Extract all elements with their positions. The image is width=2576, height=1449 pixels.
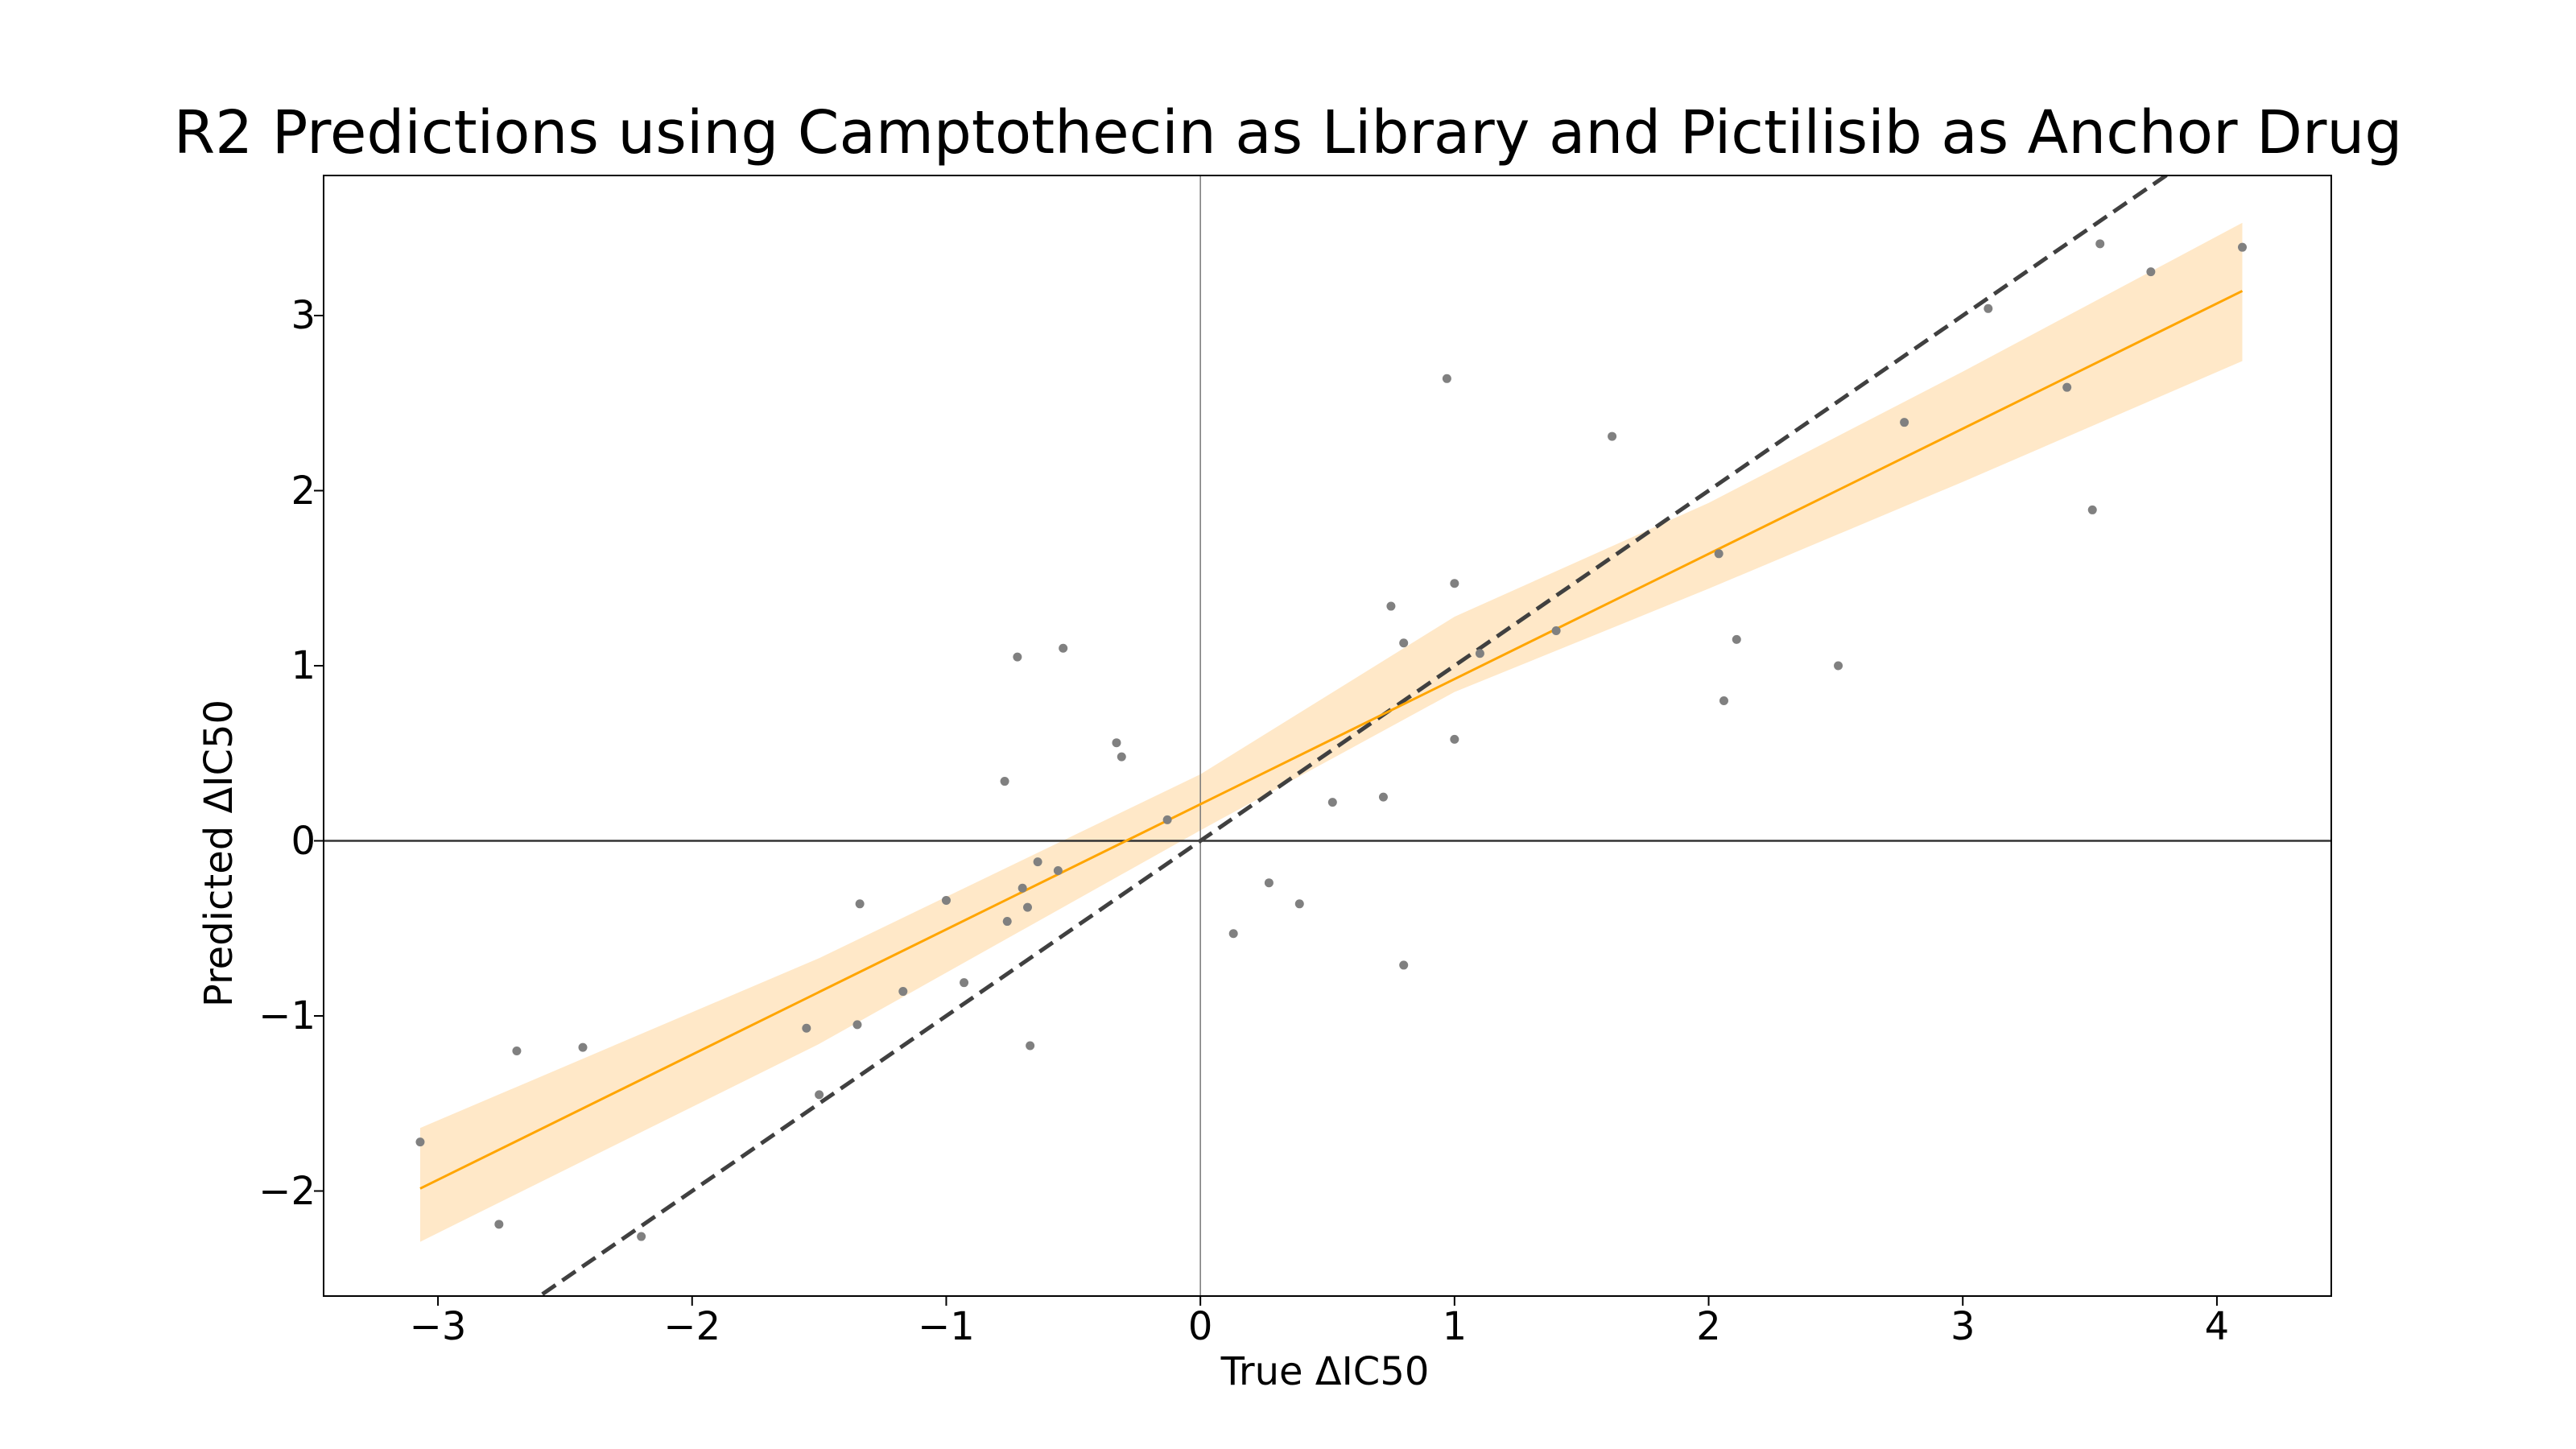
plot-frame — [323, 175, 2332, 1297]
data-point — [1013, 652, 1022, 662]
data-point — [1984, 303, 1993, 313]
data-point — [2062, 382, 2072, 392]
data-point — [512, 1046, 522, 1055]
confidence-band-layer — [419, 222, 2243, 1242]
identity-line — [535, 175, 2170, 1296]
data-point — [1117, 752, 1126, 762]
x-tick-label: 4 — [2204, 1304, 2230, 1349]
data-point — [1294, 899, 1304, 909]
data-point — [2087, 505, 2097, 514]
x-tick-label: 0 — [1187, 1304, 1213, 1349]
data-point — [415, 1137, 425, 1147]
x-tick-label: 2 — [1696, 1304, 1721, 1349]
data-point — [1900, 418, 1909, 427]
data-point — [1378, 792, 1388, 802]
data-point — [1450, 579, 1459, 588]
x-tick-label: 3 — [1950, 1304, 1975, 1349]
data-point — [1608, 431, 1617, 441]
data-point — [1386, 601, 1396, 611]
data-point — [1059, 643, 1068, 653]
data-point — [1399, 638, 1409, 648]
data-point — [1450, 734, 1459, 744]
data-point — [1018, 883, 1027, 893]
data-point — [1112, 738, 1121, 748]
data-point — [1327, 798, 1337, 807]
y-tick-label: 0 — [291, 818, 316, 864]
data-point — [855, 899, 865, 909]
data-point — [1732, 634, 1741, 644]
data-point — [852, 1020, 862, 1030]
chart-title: R2 Predictions using Camptothecin as Lib… — [173, 98, 2403, 167]
data-point — [578, 1042, 588, 1052]
reference-lines-layer — [324, 175, 2331, 1296]
y-tick-label: −2 — [258, 1168, 316, 1214]
data-point — [1053, 865, 1063, 875]
data-point — [2095, 239, 2105, 249]
data-point — [1475, 649, 1484, 658]
y-tick-label: −1 — [258, 993, 316, 1038]
x-tick-label: −3 — [409, 1304, 467, 1349]
points-layer — [415, 239, 2248, 1241]
confidence-band — [419, 222, 2243, 1242]
x-tick-label: −1 — [918, 1304, 975, 1349]
axes-layer — [314, 175, 2332, 1306]
y-tick-label: 1 — [291, 643, 316, 688]
x-tick-label: −2 — [663, 1304, 721, 1349]
data-point — [1399, 960, 1409, 970]
data-point — [1033, 857, 1042, 867]
data-point — [1162, 815, 1172, 824]
data-point — [1551, 626, 1561, 635]
data-point — [637, 1232, 646, 1241]
x-axis-label: True ΔIC50 — [1220, 1349, 1430, 1394]
data-point — [1000, 777, 1009, 786]
data-point — [1022, 902, 1032, 912]
regression-line — [419, 290, 2244, 1190]
data-point — [960, 978, 969, 988]
data-point — [2238, 242, 2248, 252]
data-point — [802, 1023, 811, 1033]
data-point — [1264, 878, 1274, 888]
y-tick-label: 3 — [291, 293, 316, 338]
data-point — [2146, 267, 2156, 277]
data-point — [1442, 374, 1451, 383]
x-tick-label: 1 — [1442, 1304, 1468, 1349]
y-tick-label: 2 — [291, 468, 316, 514]
data-point — [941, 895, 951, 905]
data-point — [1714, 549, 1724, 559]
data-point — [1228, 929, 1238, 939]
data-point — [898, 987, 908, 997]
data-point — [494, 1220, 504, 1229]
data-point — [1026, 1041, 1035, 1051]
data-point — [815, 1090, 824, 1100]
data-point — [1834, 661, 1843, 671]
data-point — [1002, 917, 1012, 927]
data-point — [1719, 696, 1728, 705]
